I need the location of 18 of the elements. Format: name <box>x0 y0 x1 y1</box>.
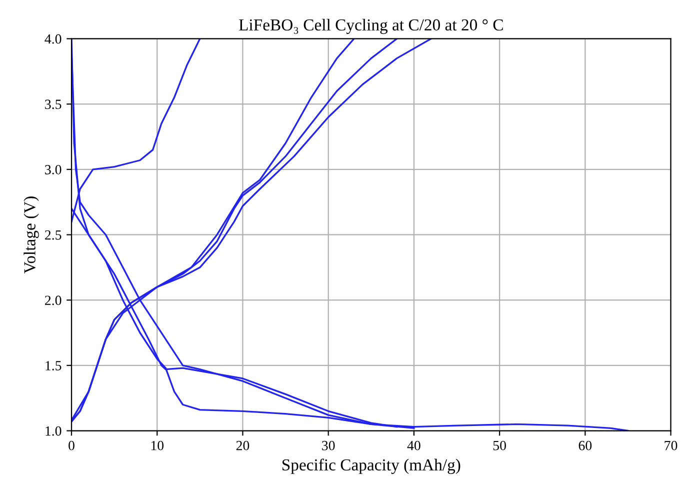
y-tick-label: 2.5 <box>45 230 62 240</box>
y-tick-label: 3.0 <box>45 164 62 174</box>
y-tick-label: 1.0 <box>46 426 62 436</box>
x-tick-label: 30 <box>322 440 335 450</box>
y-tick-label: 1.5 <box>46 361 62 370</box>
x-tick-label: 60 <box>578 440 592 450</box>
x-tick-label: 10 <box>151 440 164 450</box>
x-tick-label: 40 <box>407 440 420 450</box>
y-tick-label: 2.0 <box>45 296 62 306</box>
x-tick-label: 50 <box>493 440 506 450</box>
y-axis-title: Voltage (V) <box>24 196 39 274</box>
y-tick-label: 3.5 <box>45 100 62 110</box>
chart-title: LiFeBO₃ Cell Cycling at C/20 at 20 ° C <box>239 18 503 34</box>
x-tick-label: 20 <box>236 440 250 450</box>
x-tick-label: 70 <box>664 440 678 450</box>
x-axis-title: Specific Capacity (mAh/g) <box>282 458 460 474</box>
x-tick-label: 0 <box>68 440 74 450</box>
y-tick-label: 4.0 <box>44 34 62 44</box>
